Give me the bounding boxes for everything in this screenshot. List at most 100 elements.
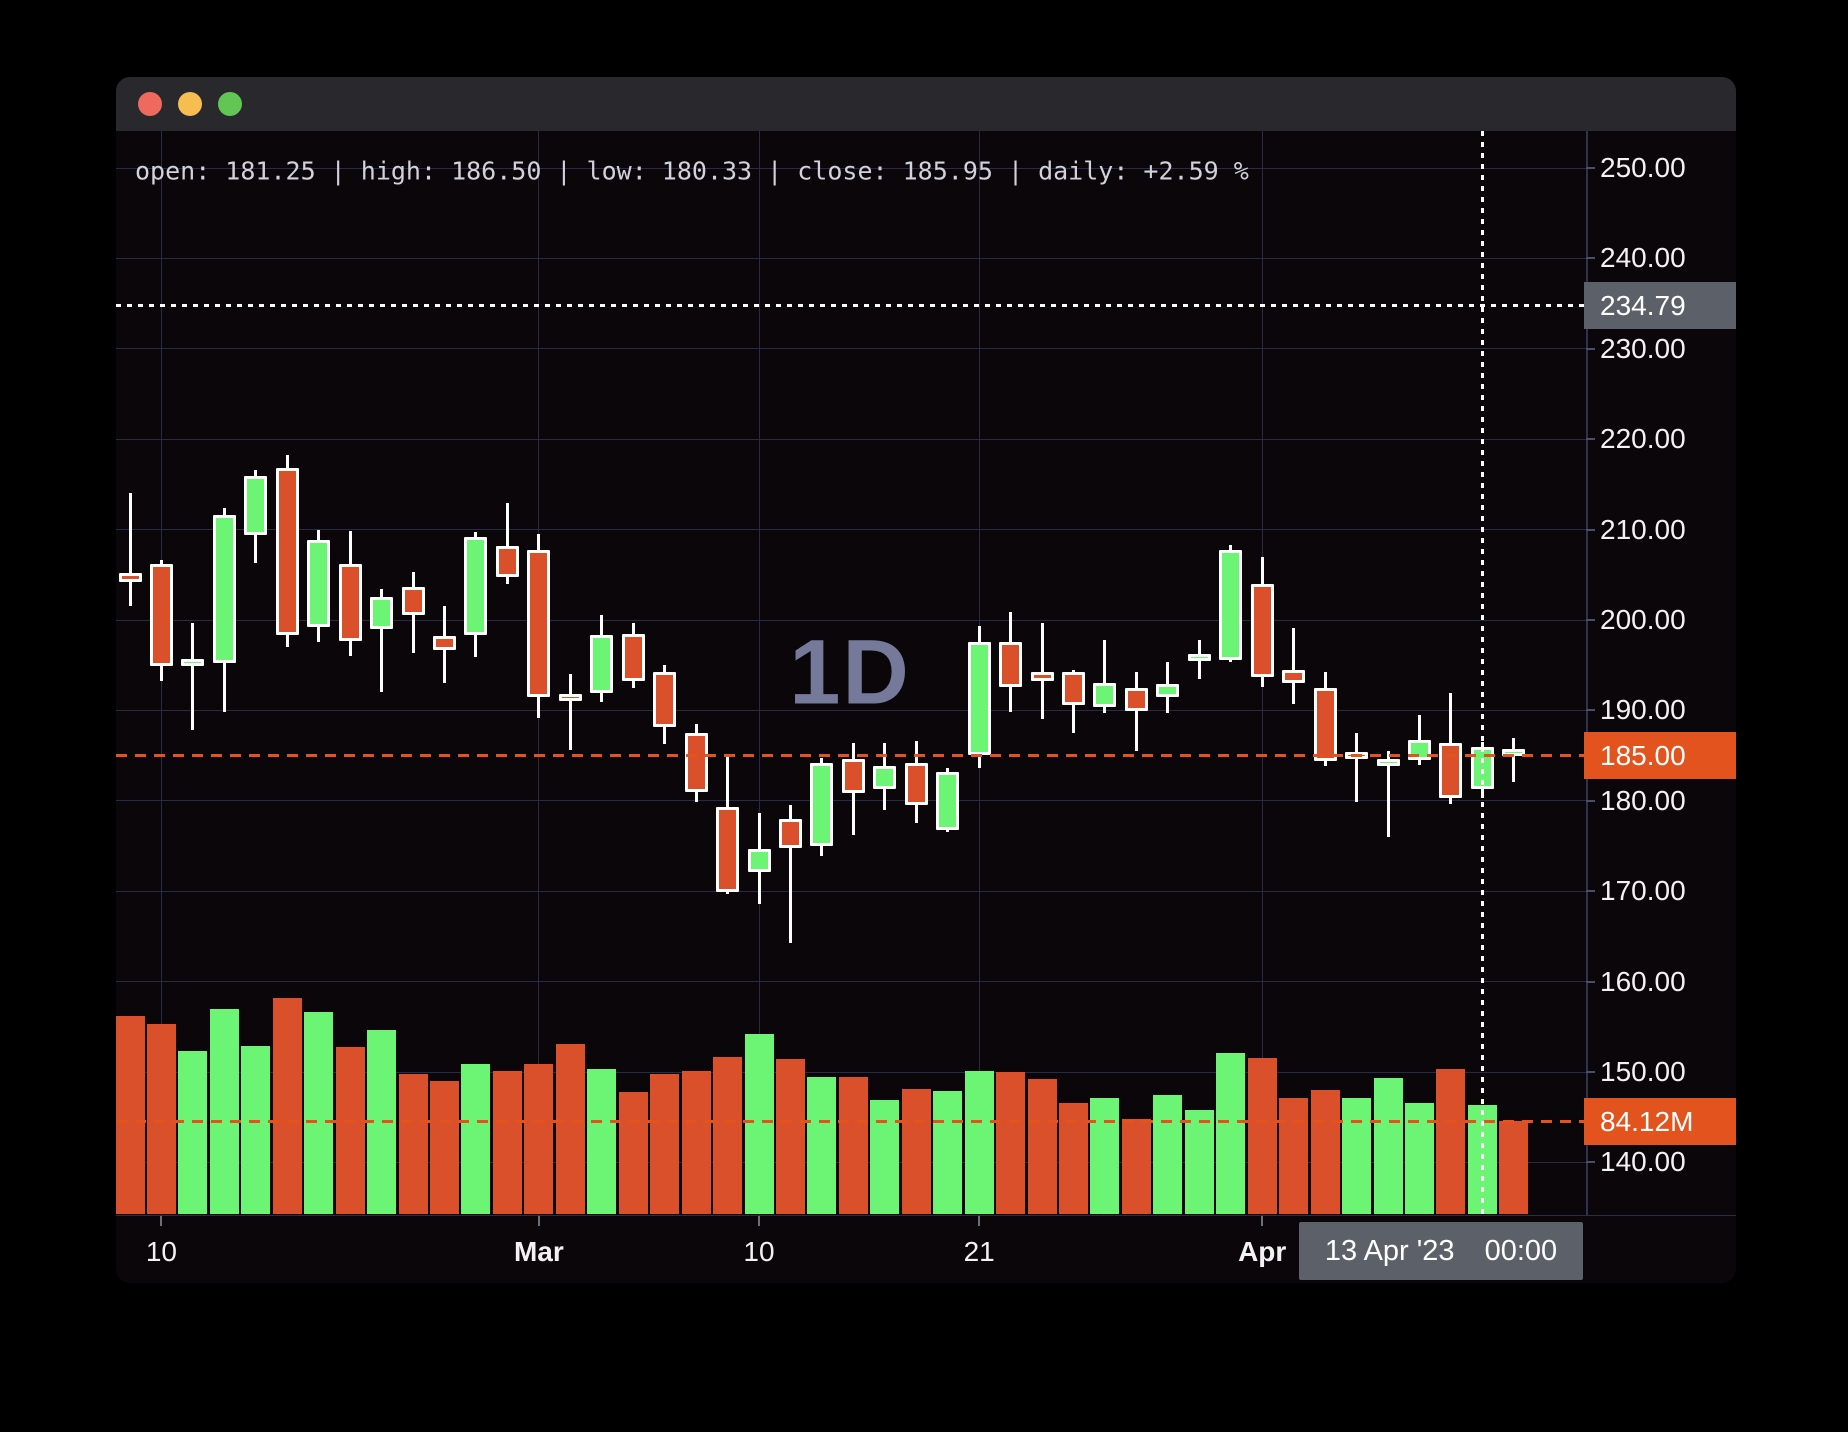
candle-body xyxy=(149,563,173,667)
zoom-button[interactable] xyxy=(218,92,242,116)
candle-body xyxy=(621,633,645,682)
price-axis-label[interactable]: 230.00 xyxy=(1600,332,1686,364)
volume-bar xyxy=(1184,1110,1214,1214)
price-axis-label[interactable]: 140.00 xyxy=(1600,1146,1686,1178)
candle-wick xyxy=(788,805,792,943)
crosshair-price-badge: 234.79 xyxy=(1584,282,1736,329)
candle-body xyxy=(307,539,331,628)
price-axis-label[interactable]: 150.00 xyxy=(1600,1056,1686,1087)
volume-bar xyxy=(335,1047,365,1214)
candle-body xyxy=(370,597,394,630)
candle-body xyxy=(181,658,205,666)
candle-body xyxy=(1219,550,1243,660)
time-axis-label: Mar xyxy=(513,1236,564,1267)
candle-body xyxy=(873,765,897,790)
candle-body xyxy=(558,694,582,702)
price-axis-separator[interactable] xyxy=(1586,131,1588,1215)
time-gridline xyxy=(758,131,760,1215)
candle-wick xyxy=(1417,714,1421,765)
volume-bar xyxy=(1342,1097,1372,1214)
volume-bar xyxy=(1279,1097,1309,1214)
price-axis-label[interactable]: 200.00 xyxy=(1600,604,1686,635)
price-axis-label[interactable]: 210.00 xyxy=(1600,513,1686,545)
candle-body xyxy=(1250,583,1274,677)
candle-body xyxy=(1187,654,1211,662)
volume-bar xyxy=(1247,1058,1277,1214)
candle-body xyxy=(747,848,771,873)
candle-wick xyxy=(1103,639,1107,714)
ohlc-info-line: open: 181.25 | high: 186.50 | low: 180.3… xyxy=(135,156,1249,186)
price-gridline xyxy=(116,981,1586,983)
crosshair-horizontal-line xyxy=(116,303,1586,307)
candle-body xyxy=(904,762,928,806)
last-volume-line xyxy=(116,1119,1586,1123)
candle-body xyxy=(1313,687,1337,762)
price-axis-label[interactable]: 250.00 xyxy=(1600,152,1686,183)
candle-body xyxy=(433,636,456,650)
time-axis-label: 21 xyxy=(963,1236,995,1267)
close-button[interactable] xyxy=(138,92,162,116)
candle-body xyxy=(1407,740,1431,761)
price-axis-label[interactable]: 220.00 xyxy=(1600,423,1686,455)
last-price-line xyxy=(116,754,1586,758)
price-axis-label[interactable]: 160.00 xyxy=(1600,965,1686,997)
candle-wick xyxy=(380,589,384,693)
price-axis-label[interactable]: 170.00 xyxy=(1600,875,1686,907)
chart-stage[interactable]: open: 181.25 | high: 186.50 | low: 180.3… xyxy=(116,77,1736,1283)
candle-wick xyxy=(1292,628,1296,705)
volume-bar xyxy=(713,1057,743,1214)
candle-body xyxy=(653,672,677,727)
crosshair-vertical-line xyxy=(1480,131,1484,1215)
volume-bar xyxy=(1436,1069,1466,1214)
volume-bar xyxy=(964,1071,994,1214)
volume-bar xyxy=(807,1076,837,1214)
volume-bar xyxy=(146,1023,176,1214)
volume-bar xyxy=(838,1076,868,1214)
candle-body xyxy=(999,641,1023,687)
volume-bar xyxy=(1090,1097,1120,1214)
candle-wick xyxy=(1134,672,1138,752)
price-axis-tick xyxy=(1586,890,1595,893)
price-gridline xyxy=(116,257,1586,259)
price-axis-label[interactable]: 190.00 xyxy=(1600,694,1686,726)
price-axis-tick xyxy=(1586,1161,1595,1164)
candle-body xyxy=(778,818,802,848)
time-axis-label: Apr xyxy=(1238,1236,1287,1267)
time-axis-tick xyxy=(537,1216,540,1226)
candle-body xyxy=(1030,671,1054,682)
window-titlebar[interactable] xyxy=(116,77,1736,131)
minimize-button[interactable] xyxy=(178,92,202,116)
price-axis-label[interactable]: 240.00 xyxy=(1600,242,1686,274)
price-gridline xyxy=(116,438,1586,440)
volume-bar xyxy=(524,1063,554,1214)
volume-bar xyxy=(587,1069,617,1214)
price-axis-tick xyxy=(1586,1071,1595,1073)
volume-bar xyxy=(398,1073,428,1214)
price-axis-tick xyxy=(1586,980,1595,983)
volume-bar xyxy=(1499,1121,1529,1214)
volume-bar xyxy=(492,1071,522,1214)
volume-bar xyxy=(1121,1118,1151,1214)
volume-bar xyxy=(618,1092,648,1214)
time-axis-tick xyxy=(1261,1216,1264,1226)
volume-bar xyxy=(272,998,302,1214)
volume-bar xyxy=(209,1009,239,1214)
price-gridline xyxy=(116,800,1586,802)
candle-wick xyxy=(191,622,195,731)
volume-bar xyxy=(1373,1078,1403,1214)
candle-body xyxy=(527,550,551,697)
volume-bar xyxy=(555,1043,585,1214)
candle-body xyxy=(1062,672,1085,705)
candle-body xyxy=(841,759,865,793)
price-axis-label[interactable]: 180.00 xyxy=(1600,784,1686,816)
volume-bar xyxy=(304,1011,334,1214)
price-axis-tick xyxy=(1586,257,1595,260)
volume-bar xyxy=(744,1033,774,1214)
price-gridline xyxy=(116,1071,1586,1073)
volume-bar xyxy=(650,1073,680,1214)
candle-body xyxy=(244,476,268,535)
time-axis[interactable] xyxy=(116,1215,1736,1283)
volume-bar xyxy=(1027,1079,1057,1214)
candle-body xyxy=(275,468,299,636)
